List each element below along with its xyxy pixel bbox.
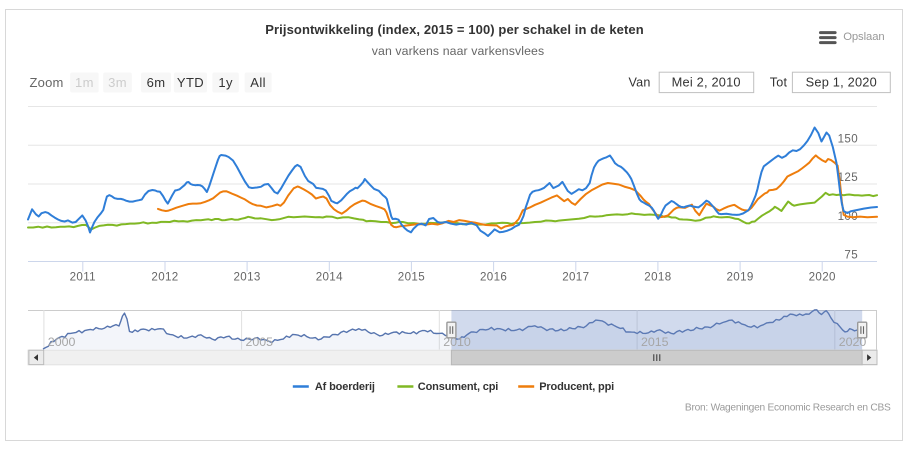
svg-text:Af boerderij: Af boerderij <box>315 381 375 393</box>
svg-text:2019: 2019 <box>726 271 753 284</box>
svg-text:125: 125 <box>838 171 858 184</box>
svg-text:van varkens naar varkensvlees: van varkens naar varkensvlees <box>372 44 544 58</box>
svg-text:6m: 6m <box>147 75 166 90</box>
svg-text:2016: 2016 <box>480 271 507 284</box>
svg-text:2018: 2018 <box>644 271 671 284</box>
svg-text:Bron: Wageningen Economic Rese: Bron: Wageningen Economic Research en CB… <box>685 402 891 413</box>
svg-text:Opslaan: Opslaan <box>843 31 884 43</box>
svg-text:2015: 2015 <box>641 335 669 349</box>
svg-text:Sep 1, 2020: Sep 1, 2020 <box>806 75 877 90</box>
svg-text:Zoom: Zoom <box>30 75 64 90</box>
svg-text:2020: 2020 <box>809 271 836 284</box>
svg-text:Mei 2, 2010: Mei 2, 2010 <box>672 75 741 90</box>
svg-text:150: 150 <box>838 132 858 145</box>
svg-text:YTD: YTD <box>177 75 204 90</box>
svg-text:Producent, ppi: Producent, ppi <box>539 381 614 393</box>
svg-text:2015: 2015 <box>398 271 425 284</box>
svg-text:Consument, cpi: Consument, cpi <box>418 381 498 393</box>
svg-text:75: 75 <box>844 249 858 262</box>
svg-text:1y: 1y <box>218 75 233 90</box>
svg-text:Van: Van <box>629 76 651 90</box>
svg-text:3m: 3m <box>108 75 127 90</box>
svg-text:2012: 2012 <box>151 271 178 284</box>
svg-text:2011: 2011 <box>70 271 96 284</box>
svg-text:2000: 2000 <box>48 335 76 349</box>
svg-text:Prijsontwikkeling (index, 2015: Prijsontwikkeling (index, 2015 = 100) pe… <box>265 22 644 37</box>
svg-text:1m: 1m <box>75 75 94 90</box>
svg-text:2020: 2020 <box>839 335 867 349</box>
svg-text:All: All <box>250 75 266 90</box>
svg-text:2014: 2014 <box>316 271 343 284</box>
svg-text:Tot: Tot <box>770 76 788 90</box>
svg-text:2017: 2017 <box>562 271 589 284</box>
svg-text:2005: 2005 <box>246 335 274 349</box>
svg-text:2010: 2010 <box>443 335 471 349</box>
svg-text:2013: 2013 <box>233 271 260 284</box>
